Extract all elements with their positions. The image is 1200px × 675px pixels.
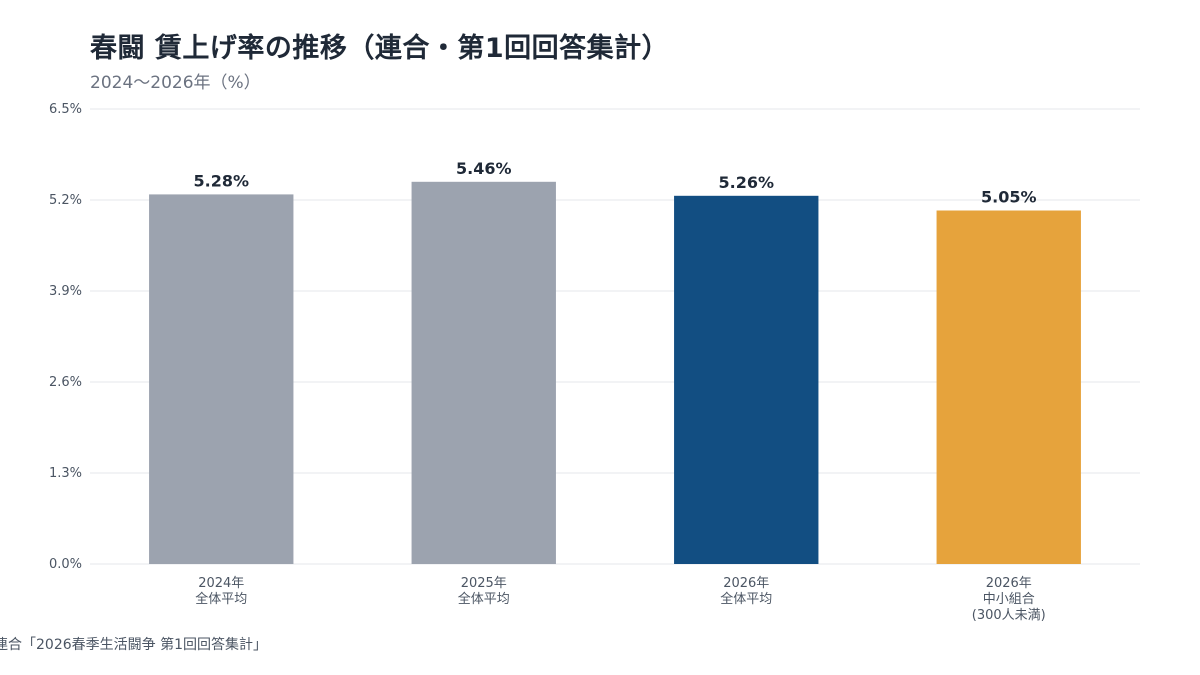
x-tick-label: 2026年全体平均 xyxy=(720,576,772,607)
bar xyxy=(674,196,818,564)
bar-value-label: 5.05% xyxy=(981,188,1037,207)
y-tick-label: 0.0% xyxy=(49,557,82,572)
source-note: 連合「2026春季生活闘争 第1回回答集計」 xyxy=(0,634,267,654)
y-tick-label: 1.3% xyxy=(49,466,82,481)
bar xyxy=(937,211,1081,565)
x-axis: 2024年全体平均 2025年全体平均 2026年全体平均 2026年中小組合(300… xyxy=(195,576,1045,623)
y-tick-label: 6.5% xyxy=(49,102,82,117)
bar xyxy=(149,194,293,564)
x-tick-label: 2024年全体平均 xyxy=(195,576,247,607)
x-tick-label: 2026年中小組合(300人未満) xyxy=(972,576,1046,623)
y-tick-label: 5.2% xyxy=(49,193,82,208)
bar-value-label: 5.26% xyxy=(718,173,774,192)
bar xyxy=(412,182,556,564)
bars xyxy=(149,182,1081,564)
y-tick-label: 2.6% xyxy=(49,375,82,390)
bar-value-label: 5.28% xyxy=(193,171,249,190)
y-axis: 0.0% 1.3% 2.6% 3.9% 5.2% 6.5% xyxy=(49,102,82,572)
x-tick-label: 2025年全体平均 xyxy=(458,576,510,607)
bar-value-label: 5.46% xyxy=(456,159,512,178)
y-tick-label: 3.9% xyxy=(49,284,82,299)
value-labels: 5.28% 5.46% 5.26% 5.05% xyxy=(193,159,1036,207)
